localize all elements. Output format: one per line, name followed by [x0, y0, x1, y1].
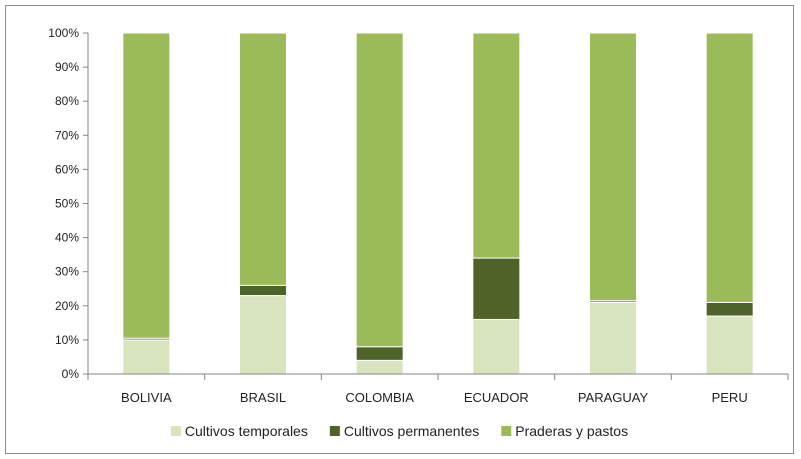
bars-group	[122, 32, 754, 375]
y-tick-label: 60%	[55, 162, 79, 176]
axes	[87, 33, 788, 375]
y-tick-label: 10%	[55, 333, 79, 347]
bar-brasil-segment-0	[239, 295, 287, 375]
bar-colombia-segment-0	[355, 359, 404, 375]
stacked-bar-chart: 0% 10% 20% 30% 40% 50% 60% 70% 80% 90% 100% BOLIVI…	[48, 26, 789, 439]
bar-ecuador-segment-1	[472, 257, 521, 320]
x-axis-ticks: BOLIVIA BRASIL COLOMBIA ECUADOR PARAGUAY PERU	[87, 374, 789, 405]
y-tick-label: 70%	[55, 128, 79, 142]
x-tick-label: PERU	[712, 390, 748, 405]
legend-label: Cultivos permanentes	[344, 423, 479, 439]
bar-brasil-segment-1	[239, 284, 287, 297]
y-tick-label: 20%	[55, 299, 79, 313]
bar-ecuador-segment-2	[472, 32, 521, 259]
y-tick-label: 30%	[55, 265, 79, 279]
bar-brasil-segment-2	[239, 32, 287, 286]
bar-peru-segment-2	[705, 32, 754, 303]
bar-bolivia-segment-0	[122, 339, 171, 375]
legend-item: Praderas y pastos	[501, 423, 628, 439]
x-tick-label: ECUADOR	[464, 390, 529, 405]
x-tick-label: BOLIVIA	[121, 390, 172, 405]
y-tick-label: 50%	[55, 197, 79, 211]
bar-bolivia-segment-2	[122, 32, 171, 339]
y-tick-label: 80%	[55, 94, 79, 108]
chart-frame: 0% 10% 20% 30% 40% 50% 60% 70% 80% 90% 100% BOLIVI…	[5, 5, 794, 454]
x-tick-label: BRASIL	[240, 390, 286, 405]
legend-label: Praderas y pastos	[515, 423, 628, 439]
bar-peru-segment-1	[705, 301, 754, 317]
y-tick-label: 90%	[55, 60, 79, 74]
bar-paraguay-segment-2	[589, 32, 637, 302]
y-tick-label: 100%	[48, 26, 79, 40]
y-tick-label: 40%	[55, 231, 79, 245]
legend-item: Cultivos temporales	[170, 423, 308, 439]
legend-item: Cultivos permanentes	[329, 423, 479, 439]
legend: Cultivos temporales Cultivos permanentes P…	[170, 423, 628, 439]
bar-colombia-segment-2	[355, 32, 404, 348]
y-tick-label: 0%	[62, 367, 80, 381]
bar-peru-segment-0	[705, 315, 754, 375]
bar-paraguay-segment-0	[589, 301, 637, 375]
legend-label: Cultivos temporales	[185, 423, 308, 439]
legend-swatch	[329, 426, 340, 436]
bar-colombia-segment-1	[355, 346, 404, 361]
x-tick-label: PARAGUAY	[578, 390, 649, 405]
bar-ecuador-segment-0	[472, 318, 521, 375]
legend-swatch	[501, 426, 512, 436]
y-axis-ticks: 0% 10% 20% 30% 40% 50% 60% 70% 80% 90% 100%	[48, 26, 88, 381]
legend-swatch	[170, 426, 181, 436]
x-tick-label: COLOMBIA	[345, 390, 414, 405]
